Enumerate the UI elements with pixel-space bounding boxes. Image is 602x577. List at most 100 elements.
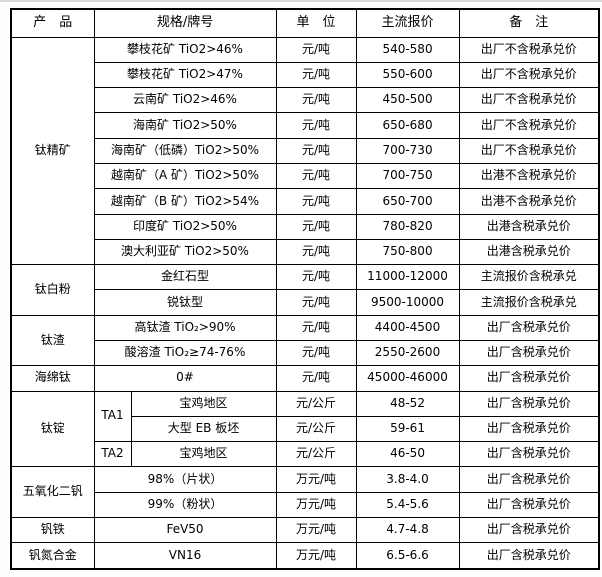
price-cell: 700-750 <box>355 162 460 190</box>
table-row: 钒铁 FeV50 万元/吨 4.7-4.8 出厂含税承兑价 <box>10 516 600 544</box>
price-cell: 6.5-6.6 <box>355 542 460 570</box>
unit-cell: 元/吨 <box>275 87 357 114</box>
unit-cell: 元/吨 <box>275 137 357 164</box>
price-cell: 46-50 <box>355 441 460 468</box>
unit-cell: 元/公斤 <box>275 441 357 468</box>
table-row: TA2 宝鸡地区 元/公斤 46-50 出厂含税承兑价 <box>11 441 600 468</box>
unit-cell: 元/吨 <box>275 213 357 240</box>
price-cell: 780-820 <box>355 213 460 240</box>
note-cell: 出厂含税承兑价 <box>458 466 600 493</box>
note-cell: 出厂含税承兑价 <box>458 390 600 417</box>
spec-cell: 0# <box>93 365 277 392</box>
spec-cell: 印度矿 TiO2>50% <box>93 213 277 240</box>
note-cell: 出港含税承兑价 <box>458 238 600 266</box>
unit-cell: 元/吨 <box>275 314 357 341</box>
spec-cell: 高钛渣 TiO₂>90% <box>93 314 277 341</box>
header-note: 备 注 <box>458 8 600 38</box>
price-cell: 4.7-4.8 <box>355 516 460 544</box>
table-row: 澳大利亚矿 TiO2>50% 元/吨 750-800 出港含税承兑价 <box>11 238 600 266</box>
spec-cell: VN16 <box>93 542 277 570</box>
table-row: 钒氮合金 VN16 万元/吨 6.5-6.6 出厂含税承兑价 <box>10 542 600 570</box>
spec-cell: 海南矿（低磷）TiO2>50% <box>93 137 277 164</box>
table-row: 钛渣 高钛渣 TiO₂>90% 元/吨 4400-4500 出厂含税承兑价 <box>10 314 600 367</box>
product-group-cell: 钒氮合金 <box>10 542 95 570</box>
price-cell: 550-600 <box>355 61 460 89</box>
note-cell: 出厂不含税承兑价 <box>458 61 600 89</box>
price-cell: 4400-4500 <box>355 314 460 341</box>
note-cell: 出厂含税承兑价 <box>458 516 600 544</box>
price-cell: 48-52 <box>355 390 460 417</box>
product-group-cell: 钛锭 <box>10 390 95 468</box>
price-cell: 650-700 <box>355 188 460 215</box>
header-price: 主流报价 <box>355 8 460 38</box>
price-cell: 750-800 <box>355 238 460 266</box>
unit-cell: 万元/吨 <box>275 516 357 544</box>
spec-cell: 云南矿 TiO2>46% <box>93 87 277 114</box>
note-cell: 出厂含税承兑价 <box>458 441 600 468</box>
table-row: 印度矿 TiO2>50% 元/吨 780-820 出港含税承兑价 <box>11 213 600 240</box>
unit-cell: 元/吨 <box>275 162 357 190</box>
spec-cell: 大型 EB 板坯 <box>130 415 277 443</box>
spec-cell: 宝鸡地区 <box>130 441 277 468</box>
header-spec: 规格/牌号 <box>93 8 277 38</box>
spec-cell: 金红石型 <box>93 264 277 291</box>
price-cell: 59-61 <box>355 415 460 443</box>
product-group-cell: 钛白粉 <box>10 264 95 316</box>
unit-cell: 元/吨 <box>275 289 357 316</box>
price-cell: 3.8-4.0 <box>355 466 460 493</box>
price-cell: 450-500 <box>355 87 460 114</box>
unit-cell: 元/吨 <box>275 188 357 215</box>
spec-cell: 澳大利亚矿 TiO2>50% <box>93 238 277 266</box>
note-cell: 出港含税承兑价 <box>458 213 600 240</box>
note-cell: 出厂含税承兑价 <box>458 542 600 570</box>
note-cell: 出港不含税承兑价 <box>458 188 600 215</box>
table-row: 攀枝花矿 TiO2>47% 元/吨 550-600 出厂不含税承兑价 <box>11 61 600 89</box>
table-row: 99%（粉状） 万元/吨 5.4-5.6 出厂含税承兑价 <box>11 491 600 518</box>
unit-cell: 万元/吨 <box>275 491 357 518</box>
table-row: 海绵钛 0# 元/吨 45000-46000 出厂含税承兑价 <box>10 365 600 392</box>
unit-cell: 元/吨 <box>275 112 357 139</box>
unit-cell: 元/吨 <box>275 238 357 266</box>
spec-cell: 酸溶渣 TiO₂≥74-76% <box>93 339 277 367</box>
price-cell: 45000-46000 <box>355 365 460 392</box>
note-cell: 主流报价含税承兑 <box>458 264 600 291</box>
spec-cell: FeV50 <box>93 516 277 544</box>
table-row: 五氧化二钒 98%（片状） 万元/吨 3.8-4.0 出厂含税承兑价 <box>10 466 600 518</box>
header-unit: 单 位 <box>275 8 357 38</box>
unit-cell: 万元/吨 <box>275 542 357 570</box>
table-row: 锐钛型 元/吨 9500-10000 主流报价含税承兑 <box>11 289 600 316</box>
note-cell: 出厂不含税承兑价 <box>458 87 600 114</box>
table-row: 云南矿 TiO2>46% 元/吨 450-500 出厂不含税承兑价 <box>11 87 600 114</box>
spec-cell: 越南矿（B 矿）TiO2>54% <box>93 188 277 215</box>
note-cell: 出厂不含税承兑价 <box>458 112 600 139</box>
spec-cell: 98%（片状） <box>93 466 277 493</box>
spec-cell: 海南矿 TiO2>50% <box>93 112 277 139</box>
note-cell: 出厂含税承兑价 <box>458 339 600 367</box>
product-group-cell: 五氧化二钒 <box>10 466 95 518</box>
note-cell: 出厂不含税承兑价 <box>458 137 600 164</box>
product-group-cell: 钛渣 <box>10 314 95 367</box>
table-row: 钛白粉 金红石型 元/吨 11000-12000 主流报价含税承兑 <box>10 264 600 316</box>
unit-cell: 元/吨 <box>275 61 357 89</box>
spec-cell: 锐钛型 <box>93 289 277 316</box>
grade-cell: TA2 <box>93 441 132 468</box>
price-cell: 650-680 <box>355 112 460 139</box>
unit-cell: 元/吨 <box>275 339 357 367</box>
table-row: 钛精矿 攀枝花矿 TiO2>46% 元/吨 540-580 出厂不含税承兑价 <box>10 36 600 266</box>
unit-cell: 万元/吨 <box>275 466 357 493</box>
note-cell: 出港不含税承兑价 <box>458 162 600 190</box>
note-cell: 出厂含税承兑价 <box>458 491 600 518</box>
unit-cell: 元/公斤 <box>275 390 357 417</box>
unit-cell: 元/吨 <box>275 264 357 291</box>
table-row: 钛锭 TA1 宝鸡地区 元/公斤 48-52 出厂含税承兑价 <box>10 390 600 468</box>
price-cell: 540-580 <box>355 36 460 63</box>
spec-cell: 攀枝花矿 TiO2>47% <box>93 61 277 89</box>
table-row: 海南矿（低磷）TiO2>50% 元/吨 700-730 出厂不含税承兑价 <box>11 137 600 164</box>
note-cell: 出厂不含税承兑价 <box>458 36 600 63</box>
top-edge-line <box>0 0 602 2</box>
spec-cell: 攀枝花矿 TiO2>46% <box>93 36 277 63</box>
note-cell: 出厂含税承兑价 <box>458 365 600 392</box>
unit-cell: 元/公斤 <box>275 415 357 443</box>
note-cell: 出厂含税承兑价 <box>458 314 600 341</box>
